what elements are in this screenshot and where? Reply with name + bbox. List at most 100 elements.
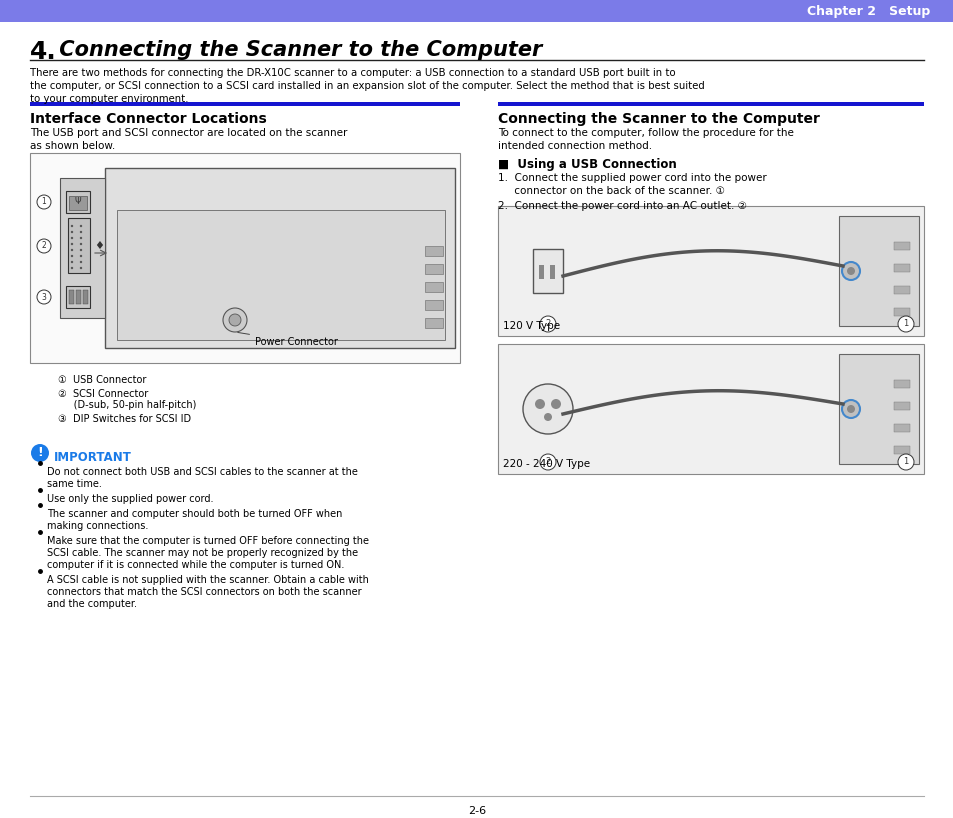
Circle shape bbox=[80, 267, 82, 269]
Text: 1.  Connect the supplied power cord into the power: 1. Connect the supplied power cord into … bbox=[497, 173, 766, 183]
Circle shape bbox=[80, 249, 82, 251]
Circle shape bbox=[846, 405, 854, 413]
Bar bbox=[424, 246, 442, 256]
Circle shape bbox=[846, 267, 854, 275]
Bar bbox=[838, 216, 918, 326]
Bar bbox=[83, 290, 88, 304]
Text: 3: 3 bbox=[42, 293, 47, 302]
Text: The scanner and computer should both be turned OFF when: The scanner and computer should both be … bbox=[47, 509, 342, 519]
Text: Power Connector: Power Connector bbox=[237, 332, 337, 347]
Text: ②  SCSI Connector: ② SCSI Connector bbox=[58, 389, 148, 399]
Bar bbox=[893, 286, 909, 294]
Text: Connecting the Scanner to the Computer: Connecting the Scanner to the Computer bbox=[497, 112, 819, 126]
Text: 1: 1 bbox=[902, 457, 907, 466]
Circle shape bbox=[37, 290, 51, 304]
Text: Make sure that the computer is turned OFF before connecting the: Make sure that the computer is turned OF… bbox=[47, 536, 369, 546]
Circle shape bbox=[841, 400, 859, 418]
Circle shape bbox=[80, 225, 82, 227]
Circle shape bbox=[539, 316, 556, 332]
Circle shape bbox=[71, 236, 73, 239]
Text: Ψ: Ψ bbox=[74, 197, 81, 206]
Circle shape bbox=[80, 254, 82, 257]
Text: 1: 1 bbox=[902, 320, 907, 329]
Bar bbox=[497, 344, 923, 474]
Text: Connecting the Scanner to the Computer: Connecting the Scanner to the Computer bbox=[52, 40, 541, 60]
Text: Interface Connector Locations: Interface Connector Locations bbox=[30, 112, 267, 126]
Bar bbox=[66, 286, 90, 308]
Text: ③  DIP Switches for SCSI ID: ③ DIP Switches for SCSI ID bbox=[58, 414, 191, 424]
Circle shape bbox=[37, 195, 51, 209]
Text: Chapter 2   Setup: Chapter 2 Setup bbox=[806, 5, 929, 17]
Circle shape bbox=[897, 454, 913, 470]
Bar bbox=[893, 424, 909, 432]
Text: and the computer.: and the computer. bbox=[47, 599, 137, 609]
Circle shape bbox=[80, 231, 82, 233]
Circle shape bbox=[71, 231, 73, 233]
Circle shape bbox=[543, 413, 552, 421]
Bar bbox=[76, 290, 81, 304]
Text: IMPORTANT: IMPORTANT bbox=[54, 451, 132, 464]
Text: 220 - 240 V Type: 220 - 240 V Type bbox=[502, 459, 590, 469]
Circle shape bbox=[71, 225, 73, 227]
Text: SCSI cable. The scanner may not be properly recognized by the: SCSI cable. The scanner may not be prope… bbox=[47, 548, 357, 558]
Bar bbox=[533, 249, 562, 293]
Circle shape bbox=[71, 267, 73, 269]
Text: Use only the supplied power cord.: Use only the supplied power cord. bbox=[47, 494, 213, 504]
Bar bbox=[550, 265, 555, 279]
Circle shape bbox=[551, 399, 560, 409]
Bar bbox=[497, 206, 923, 336]
Bar bbox=[69, 196, 87, 210]
Text: making connections.: making connections. bbox=[47, 521, 149, 531]
Circle shape bbox=[71, 254, 73, 257]
Text: 1: 1 bbox=[42, 197, 47, 206]
Text: (D-sub, 50-pin half-pitch): (D-sub, 50-pin half-pitch) bbox=[58, 400, 196, 410]
Circle shape bbox=[522, 384, 573, 434]
Text: !: ! bbox=[37, 447, 43, 460]
Bar bbox=[30, 153, 459, 363]
Circle shape bbox=[229, 314, 241, 326]
Bar bbox=[893, 264, 909, 272]
Circle shape bbox=[37, 239, 51, 253]
Text: To connect to the computer, follow the procedure for the: To connect to the computer, follow the p… bbox=[497, 128, 793, 138]
Text: the computer, or SCSI connection to a SCSI card installed in an expansion slot o: the computer, or SCSI connection to a SC… bbox=[30, 81, 704, 91]
Bar bbox=[66, 191, 90, 213]
Text: 4.: 4. bbox=[30, 40, 56, 64]
Bar bbox=[893, 446, 909, 454]
Circle shape bbox=[80, 236, 82, 239]
Bar bbox=[117, 210, 444, 340]
Bar bbox=[424, 264, 442, 274]
Bar bbox=[424, 318, 442, 328]
Bar bbox=[893, 402, 909, 410]
Text: 2: 2 bbox=[42, 241, 47, 250]
Text: 120 V Type: 120 V Type bbox=[502, 321, 559, 331]
Text: to your computer environment.: to your computer environment. bbox=[30, 94, 189, 104]
Bar bbox=[893, 380, 909, 388]
Text: intended connection method.: intended connection method. bbox=[497, 141, 652, 151]
Circle shape bbox=[30, 444, 49, 462]
Bar bbox=[893, 242, 909, 250]
Circle shape bbox=[841, 262, 859, 280]
Bar bbox=[0, 0, 953, 22]
Circle shape bbox=[71, 249, 73, 251]
Bar bbox=[424, 300, 442, 310]
Text: ①  USB Connector: ① USB Connector bbox=[58, 375, 146, 385]
Circle shape bbox=[539, 454, 556, 470]
Text: connector on the back of the scanner. ①: connector on the back of the scanner. ① bbox=[497, 186, 724, 196]
Text: Do not connect both USB and SCSI cables to the scanner at the: Do not connect both USB and SCSI cables … bbox=[47, 467, 357, 477]
Bar bbox=[69, 290, 74, 304]
Circle shape bbox=[71, 261, 73, 263]
Circle shape bbox=[897, 316, 913, 332]
Text: ♦: ♦ bbox=[94, 241, 104, 251]
Circle shape bbox=[223, 308, 247, 332]
Circle shape bbox=[71, 243, 73, 245]
Text: A SCSI cable is not supplied with the scanner. Obtain a cable with: A SCSI cable is not supplied with the sc… bbox=[47, 575, 369, 585]
Text: There are two methods for connecting the DR-X10C scanner to a computer: a USB co: There are two methods for connecting the… bbox=[30, 68, 675, 78]
Circle shape bbox=[80, 243, 82, 245]
Circle shape bbox=[80, 261, 82, 263]
Bar bbox=[30, 102, 459, 106]
Text: same time.: same time. bbox=[47, 479, 102, 489]
Bar bbox=[105, 168, 455, 348]
Text: 2-6: 2-6 bbox=[468, 806, 485, 816]
Bar bbox=[68, 218, 90, 273]
Bar bbox=[60, 178, 105, 318]
